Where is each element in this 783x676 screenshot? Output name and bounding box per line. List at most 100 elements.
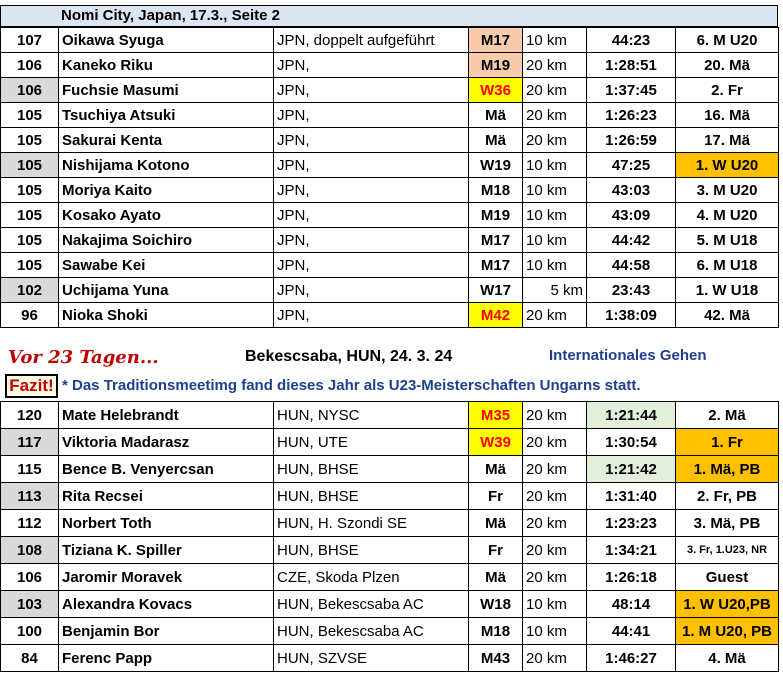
distance-cell: 20 km [522, 482, 587, 510]
placement-cell: 1. M U20, PB [675, 617, 779, 645]
table-row: 106 Kaneko Riku JPN, M19 20 km 1:28:51 20. Mä [0, 52, 779, 78]
placement-cell: 1. W U20 [675, 152, 779, 178]
distance-cell: 10 km [522, 152, 587, 178]
time-cell: 1:28:51 [586, 52, 676, 78]
distance-cell: 10 km [522, 617, 587, 645]
category-cell: M35 [468, 401, 523, 429]
sheet-header: Nomi City, Japan, 17.3., Seite 2 [0, 5, 778, 27]
club-cell: HUN, SZVSE [273, 644, 469, 672]
distance-cell: 20 km [522, 509, 587, 537]
table-row: 102 Uchijama Yuna JPN, W17 5 km 23:43 1. W U18 [0, 277, 779, 303]
athlete-name-cell: Mate Helebrandt [58, 401, 274, 429]
club-cell: HUN, UTE [273, 428, 469, 456]
category-cell: Mä [468, 563, 523, 591]
points-cell: 120 [0, 401, 59, 429]
category-cell: M17 [468, 27, 523, 53]
club-cell: JPN, [273, 52, 469, 78]
category-cell: Mä [468, 455, 523, 483]
placement-cell: 17. Mä [675, 127, 779, 153]
distance-cell: 10 km [522, 590, 587, 618]
distance-cell: 20 km [522, 52, 587, 78]
table-row: 84 Ferenc Papp HUN, SZVSE M43 20 km 1:46:27 4.… [0, 644, 779, 672]
time-cell: 43:03 [586, 177, 676, 203]
placement-cell: 3. Mä, PB [675, 509, 779, 537]
athlete-name-cell: Moriya Kaito [58, 177, 274, 203]
club-cell: JPN, [273, 177, 469, 203]
placement-cell: 6. M U18 [675, 252, 779, 278]
results-table-bekescsaba: 120 Mate Helebrandt HUN, NYSC M35 20 km 1:21:… [0, 401, 779, 672]
athlete-name-cell: Nioka Shoki [58, 302, 274, 328]
points-cell: 106 [0, 52, 59, 78]
results-body-nomi: 107 Oikawa Syuga JPN, doppelt aufgeführt M1… [0, 27, 779, 328]
results-body-bekescsaba: 120 Mate Helebrandt HUN, NYSC M35 20 km 1:21:… [0, 401, 779, 672]
placement-cell: 4. M U20 [675, 202, 779, 228]
club-cell: HUN, BHSE [273, 536, 469, 564]
athlete-name-cell: Fuchsie Masumi [58, 77, 274, 103]
distance-cell: 20 km [522, 302, 587, 328]
distance-cell: 10 km [522, 252, 587, 278]
time-cell: 1:31:40 [586, 482, 676, 510]
category-cell: W17 [468, 277, 523, 303]
distance-cell: 10 km [522, 202, 587, 228]
table-row: 96 Nioka Shoki JPN, M42 20 km 1:38:09 42. Mä [0, 302, 779, 328]
club-cell: JPN, [273, 102, 469, 128]
time-cell: 1:26:23 [586, 102, 676, 128]
points-cell: 107 [0, 27, 59, 53]
time-cell: 44:58 [586, 252, 676, 278]
club-cell: HUN, H. Szondi SE [273, 509, 469, 537]
athlete-name-cell: Uchijama Yuna [58, 277, 274, 303]
athlete-name-cell: Viktoria Madarasz [58, 428, 274, 456]
days-ago-label: Vor 23 Tagen... [8, 347, 159, 368]
table-row: 113 Rita Recsei HUN, BHSE Fr 20 km 1:31:40 2. … [0, 482, 779, 510]
time-cell: 43:09 [586, 202, 676, 228]
placement-cell: 1. Mä, PB [675, 455, 779, 483]
time-cell: 1:34:21 [586, 536, 676, 564]
table-row: 106 Jaromir Moravek CZE, Skoda Plzen Mä 20 k… [0, 563, 779, 591]
club-cell: JPN, [273, 127, 469, 153]
athlete-name-cell: Oikawa Syuga [58, 27, 274, 53]
club-cell: JPN, [273, 277, 469, 303]
table-row: 105 Sakurai Kenta JPN, Mä 20 km 1:26:59 17. Mä [0, 127, 779, 153]
athlete-name-cell: Bence B. Venyercsan [58, 455, 274, 483]
athlete-name-cell: Tsuchiya Atsuki [58, 102, 274, 128]
category-cell: M18 [468, 617, 523, 645]
placement-cell: 42. Mä [675, 302, 779, 328]
table-row: 115 Bence B. Venyercsan HUN, BHSE Mä 20 km 1:… [0, 455, 779, 483]
page-title: Nomi City, Japan, 17.3., Seite 2 [61, 7, 280, 24]
club-cell: HUN, Bekescsaba AC [273, 617, 469, 645]
fazit-badge: Fazit! [5, 374, 58, 398]
category-cell: Mä [468, 102, 523, 128]
distance-cell: 10 km [522, 227, 587, 253]
club-cell: HUN, Bekescsaba AC [273, 590, 469, 618]
athlete-name-cell: Norbert Toth [58, 509, 274, 537]
category-cell: M18 [468, 177, 523, 203]
points-cell: 113 [0, 482, 59, 510]
placement-cell: 4. Mä [675, 644, 779, 672]
event-title: Bekescsaba, HUN, 24. 3. 24 [245, 348, 453, 365]
athlete-name-cell: Nishijama Kotono [58, 152, 274, 178]
time-cell: 47:25 [586, 152, 676, 178]
points-cell: 84 [0, 644, 59, 672]
category-cell: M17 [468, 227, 523, 253]
points-cell: 115 [0, 455, 59, 483]
category-cell: Mä [468, 127, 523, 153]
placement-cell: 1. W U18 [675, 277, 779, 303]
event-separator: Vor 23 Tagen... Bekescsaba, HUN, 24. 3. … [0, 338, 783, 374]
points-cell: 105 [0, 202, 59, 228]
category-cell: Fr [468, 482, 523, 510]
table-row: 105 Moriya Kaito JPN, M18 10 km 43:03 3. M U20 [0, 177, 779, 203]
points-cell: 108 [0, 536, 59, 564]
distance-cell: 10 km [522, 177, 587, 203]
club-cell: JPN, [273, 302, 469, 328]
athlete-name-cell: Nakajima Soichiro [58, 227, 274, 253]
table-row: 105 Nishijama Kotono JPN, W19 10 km 47:25 1. W… [0, 152, 779, 178]
points-cell: 105 [0, 102, 59, 128]
table-row: 103 Alexandra Kovacs HUN, Bekescsaba AC W18… [0, 590, 779, 618]
athlete-name-cell: Alexandra Kovacs [58, 590, 274, 618]
table-row: 107 Oikawa Syuga JPN, doppelt aufgeführt M1… [0, 27, 779, 53]
placement-cell: 20. Mä [675, 52, 779, 78]
athlete-name-cell: Rita Recsei [58, 482, 274, 510]
category-cell: W36 [468, 77, 523, 103]
table-row: 105 Sawabe Kei JPN, M17 10 km 44:58 6. M U18 [0, 252, 779, 278]
category-cell: W18 [468, 590, 523, 618]
